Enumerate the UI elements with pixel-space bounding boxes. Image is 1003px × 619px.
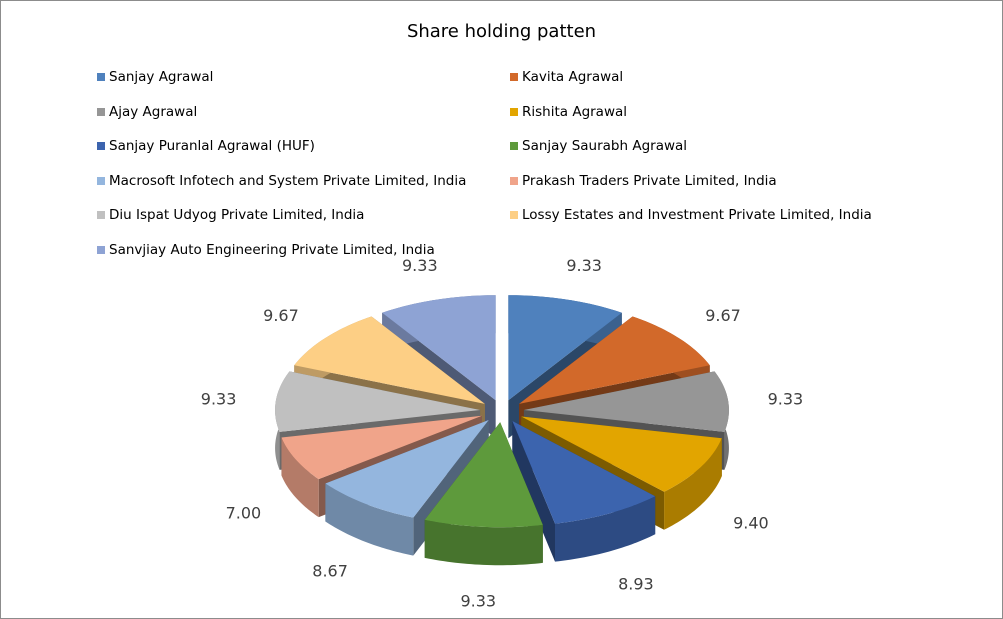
legend-label: Diu Ispat Udyog Private Limited, India [109, 207, 365, 223]
data-label: 9.33 [201, 389, 237, 408]
legend-label: Prakash Traders Private Limited, India [522, 172, 777, 189]
data-label: 8.93 [618, 574, 654, 593]
slice-top [508, 295, 622, 401]
slice-top [521, 416, 722, 492]
data-label: 9.33 [768, 389, 804, 408]
pie-slice [512, 420, 656, 562]
legend-swatch [510, 211, 518, 219]
legend-label: Sanvjiay Auto Engineering Private Limite… [109, 241, 435, 258]
legend-label: Sanjay Agrawal [109, 69, 214, 85]
slice-top [523, 371, 729, 432]
slice-top [281, 415, 482, 480]
legend-item: Prakash Traders Private Limited, India [510, 173, 777, 189]
data-label: 9.67 [705, 306, 741, 325]
legend-item: Sanjay Saurabh Agrawal [510, 138, 687, 154]
legend-swatch [510, 73, 518, 81]
legend-item: Lossy Estates and Investment Private Lim… [510, 207, 872, 223]
data-label: 9.40 [733, 514, 769, 533]
legend-item: Ajay Agrawal [97, 104, 197, 120]
legend-swatch [97, 245, 105, 254]
chart-title: Share holding patten [406, 21, 597, 42]
legend-item: Rishita Agrawal [510, 104, 627, 120]
data-label: 8.67 [312, 561, 348, 580]
pie-slice [424, 422, 543, 566]
legend-swatch [97, 107, 105, 116]
legend-label: Kavita Agrawal [522, 69, 624, 85]
legend-item: Sanjay Puranlal Agrawal (HUF) [97, 138, 315, 154]
legend-item: Diu Ispat Udyog Private Limited, India [97, 207, 364, 223]
legend-item: Kavita Agrawal [510, 69, 623, 85]
slice-outer-wall [281, 437, 319, 518]
slice-top [424, 422, 543, 528]
legend-swatch [97, 142, 105, 150]
slice-outer-wall [664, 438, 722, 530]
legend-item: Sanvjiay Auto Engineering Private Limite… [97, 242, 435, 258]
legend-swatch [510, 176, 518, 185]
data-label: 9.33 [460, 592, 496, 611]
slice-top [519, 316, 710, 404]
slice-top [512, 420, 656, 524]
legend-swatch [97, 176, 105, 185]
slice-top [325, 419, 489, 518]
legend-swatch [510, 107, 518, 116]
slice-outer-wall [325, 483, 414, 556]
legend-swatch [97, 211, 105, 219]
legend-label: Rishita Agrawal [522, 103, 628, 120]
legend-label: Lossy Estates and Investment Private Lim… [522, 207, 872, 223]
legend-swatch [510, 142, 518, 150]
slice-outer-wall [555, 496, 656, 562]
slice-outer-wall [424, 519, 543, 566]
slice-top [294, 316, 485, 404]
legend-label: Ajay Agrawal [109, 103, 198, 120]
legend-swatch [97, 73, 105, 81]
data-label: 9.33 [566, 256, 602, 275]
legend-label: Sanjay Puranlal Agrawal (HUF) [109, 138, 315, 154]
legend-item: Macrosoft Infotech and System Private Li… [97, 173, 466, 189]
data-label: 7.00 [226, 503, 262, 522]
data-label: 9.67 [263, 306, 299, 325]
slice-top [275, 371, 481, 432]
legend-label: Macrosoft Infotech and System Private Li… [109, 172, 467, 189]
slice-side-wall [512, 420, 556, 562]
legend-item: Sanjay Agrawal [97, 69, 213, 85]
slice-top [382, 295, 496, 401]
data-label: 9.33 [402, 256, 438, 275]
legend-label: Sanjay Saurabh Agrawal [522, 138, 688, 154]
